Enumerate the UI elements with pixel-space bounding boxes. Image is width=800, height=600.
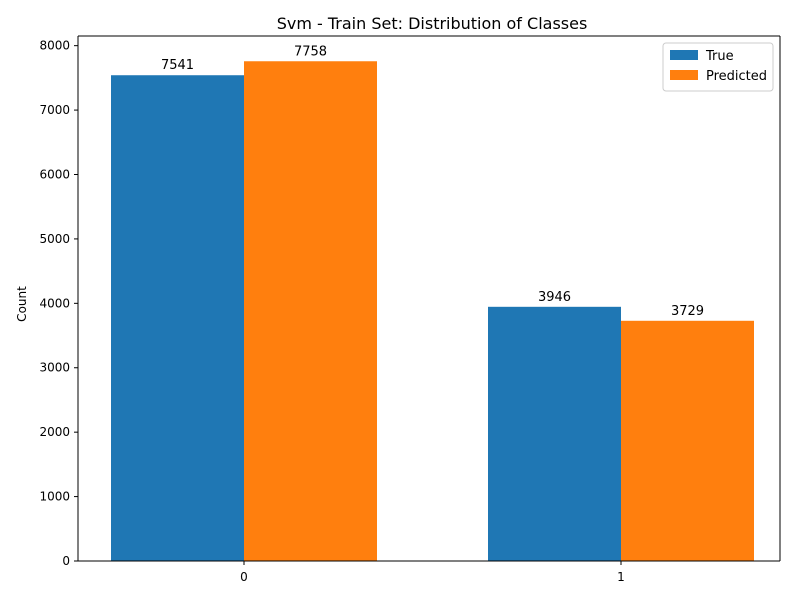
- y-tick-label: 1000: [39, 490, 70, 504]
- y-axis: 0 1000 2000 3000 4000 5000 6000 7000 8000: [39, 36, 781, 568]
- bar-predicted-0: [244, 61, 377, 562]
- bar-predicted-1: [621, 320, 754, 561]
- legend: True Predicted: [662, 42, 774, 92]
- legend-swatch-true: [670, 50, 698, 60]
- y-axis-title: Count: [15, 286, 29, 322]
- y-tick-label: 7000: [39, 103, 70, 117]
- y-tick-label: 8000: [39, 39, 70, 53]
- y-tick-label: 2000: [39, 425, 70, 439]
- legend-label-predicted: Predicted: [706, 69, 767, 84]
- plot-area: 7541 3946 7758 3729: [111, 44, 754, 562]
- y-tick-label: 4000: [39, 296, 70, 310]
- y-tick-label: 5000: [39, 232, 70, 246]
- x-tick-label: 0: [240, 570, 248, 584]
- y-tick-label: 3000: [39, 361, 70, 375]
- bar-value-label: 7541: [161, 58, 194, 73]
- legend-swatch-predicted: [670, 70, 698, 80]
- chart-title: Svm - Train Set: Distribution of Classes: [277, 14, 588, 33]
- legend-label-true: True: [705, 49, 734, 64]
- bar-value-label: 3729: [671, 304, 704, 319]
- y-tick-label: 0: [62, 554, 70, 568]
- y-tick-label: 6000: [39, 167, 70, 181]
- x-tick-label: 1: [617, 570, 625, 584]
- bar-true-0: [111, 75, 244, 561]
- bar-true-1: [488, 306, 621, 561]
- bar-value-label: 7758: [294, 44, 327, 59]
- bar-value-label: 3946: [538, 290, 571, 305]
